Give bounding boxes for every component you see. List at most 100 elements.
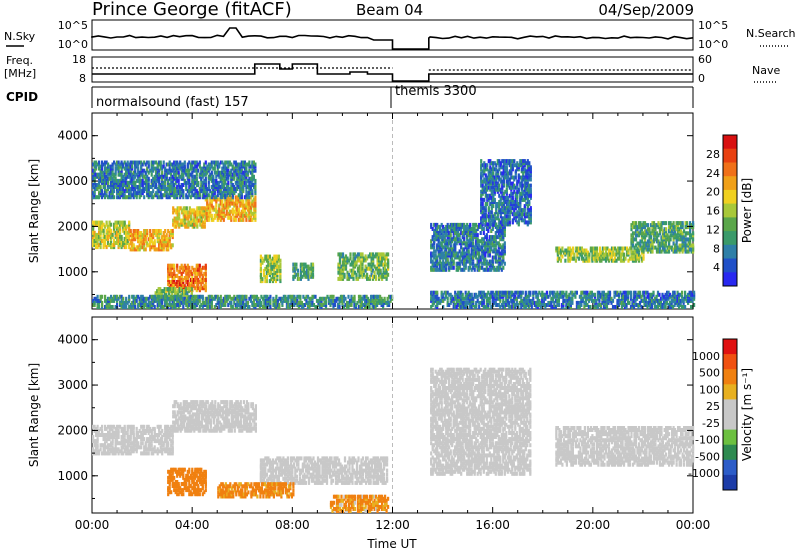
power-cell: [193, 208, 196, 213]
power-cell: [504, 161, 507, 166]
power-cell: [168, 176, 171, 181]
power-cell: [137, 178, 140, 183]
power-cell: [452, 253, 455, 258]
power-cell: [683, 229, 686, 234]
power-cell: [359, 252, 363, 257]
power-cell: [153, 241, 156, 246]
power-cell: [473, 251, 476, 256]
power-cell: [96, 303, 99, 307]
power-cell: [92, 303, 95, 307]
power-cell: [245, 197, 248, 202]
power-cell: [604, 256, 608, 261]
power-cell: [146, 168, 149, 173]
power-cell: [110, 232, 113, 237]
power-cell: [149, 241, 152, 246]
power-cell: [132, 243, 135, 248]
power-cell: [162, 160, 165, 165]
power-cell: [489, 202, 492, 206]
power-cell: [273, 298, 276, 303]
power-cell: [119, 183, 122, 187]
power-cell: [469, 222, 472, 227]
power-cell: [290, 294, 293, 299]
power-cell: [661, 231, 665, 236]
power-cell: [96, 220, 99, 225]
power-cell: [437, 241, 440, 246]
power-cell: [104, 305, 107, 309]
power-cell: [228, 300, 231, 305]
power-cell: [162, 164, 165, 169]
power-cell: [227, 174, 230, 179]
power-cell: [233, 300, 236, 305]
power-cell: [245, 217, 248, 222]
power-cell: [259, 275, 262, 280]
power-cell: [120, 166, 123, 171]
power-cell: [104, 183, 107, 187]
power-cell: [492, 171, 495, 176]
power-cell: [183, 284, 186, 289]
power-cell: [484, 247, 487, 252]
power-cell: [236, 168, 239, 173]
power-cell: [117, 164, 120, 169]
power-cell: [451, 222, 454, 227]
power-cell: [177, 174, 180, 179]
power-cell: [155, 296, 158, 301]
power-cell: [171, 193, 174, 198]
power-cell: [570, 248, 573, 253]
power-cell: [176, 206, 179, 211]
power-cell: [227, 215, 230, 220]
power-cell: [134, 237, 137, 242]
power-cell: [276, 260, 279, 265]
power-cell: [490, 263, 493, 268]
power-cell: [156, 303, 159, 307]
power-cell: [511, 163, 514, 168]
power-cell: [498, 183, 501, 188]
power-cell: [176, 214, 179, 219]
power-cell: [353, 252, 357, 257]
power-cell: [169, 287, 172, 292]
power-cell: [156, 162, 159, 167]
power-cell: [505, 195, 508, 200]
power-cell: [180, 300, 183, 305]
power-cell: [128, 189, 131, 194]
power-cell: [467, 265, 470, 270]
power-cell: [381, 272, 384, 277]
power-cell: [523, 220, 526, 225]
power-cell: [140, 245, 143, 250]
power-cell: [526, 181, 529, 186]
power-cell: [273, 275, 276, 280]
power-cell: [245, 168, 248, 173]
power-cell: [265, 271, 268, 275]
power-cell: [182, 164, 185, 169]
power-cell: [177, 170, 180, 175]
power-cell: [502, 179, 505, 184]
power-cell: [212, 193, 215, 198]
power-cell: [349, 252, 352, 257]
power-cell: [186, 195, 189, 200]
power-cell: [254, 162, 257, 167]
power-cell: [378, 252, 381, 257]
power-cell: [445, 247, 448, 252]
power-cell: [152, 168, 155, 173]
power-cell: [93, 220, 96, 225]
power-cell: [529, 214, 532, 219]
power-cell: [452, 261, 455, 266]
power-cell: [274, 260, 277, 265]
power-cell: [502, 175, 505, 180]
power-cell: [225, 197, 228, 202]
power-cell: [628, 256, 632, 261]
power-cell: [101, 160, 104, 165]
power-cell: [162, 185, 165, 189]
power-cell: [464, 227, 467, 231]
power-cell: [237, 195, 240, 200]
power-cell: [529, 195, 532, 200]
power-cell: [225, 193, 228, 198]
power-cell: [222, 172, 225, 177]
power-cell: [457, 261, 460, 266]
power-cell: [381, 262, 384, 267]
power-cell: [104, 234, 107, 239]
power-cell: [105, 166, 108, 171]
power-cell: [155, 168, 158, 173]
power-cell: [293, 262, 296, 267]
power-cell: [174, 174, 177, 179]
power-cell: [140, 237, 143, 242]
